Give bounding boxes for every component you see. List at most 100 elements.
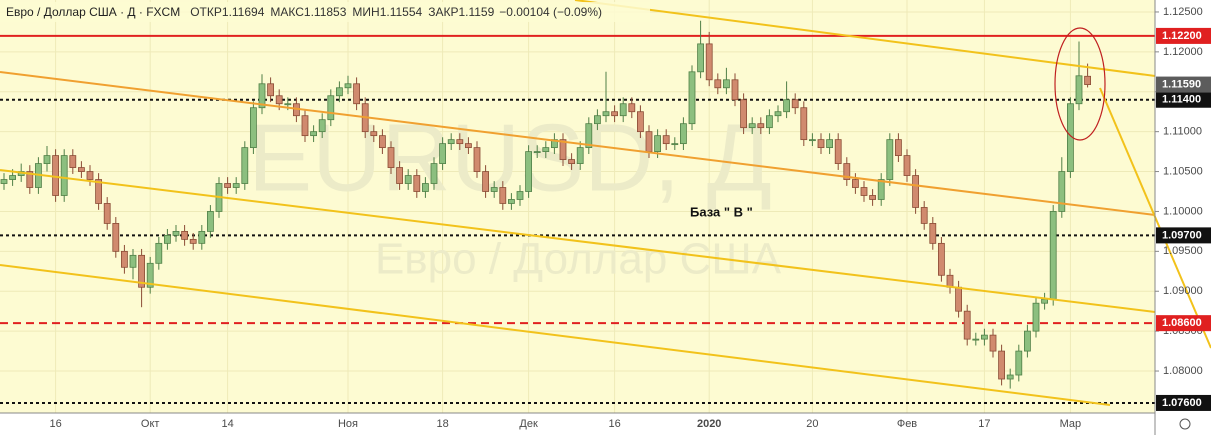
candle-body [181, 230, 189, 240]
candle-body [1015, 350, 1023, 376]
legend-header: Евро / Доллар США · Д · FXCM ОТКР1.11694 М… [0, 2, 650, 22]
grid [0, 0, 1155, 413]
last-price-label: 1.11590 [1162, 78, 1201, 90]
candle-body [456, 139, 464, 145]
candle-body [439, 143, 447, 164]
candle-body [95, 179, 102, 204]
candle-body [869, 195, 876, 200]
candle-body [1084, 75, 1091, 85]
y-tick-label: 1.08000 [1163, 365, 1203, 377]
candle-body [946, 274, 954, 288]
x-tick-label: 18 [436, 418, 448, 430]
candle-body [78, 167, 85, 172]
candle-body [757, 123, 765, 129]
candle-body [430, 163, 438, 184]
x-tick-label: Фев [897, 418, 917, 430]
candle-body [748, 123, 756, 129]
ohlc-name: МАКС [270, 5, 304, 19]
candle-body [0, 179, 8, 184]
annotation: База " В " [690, 204, 753, 219]
y-tick-label: 1.10500 [1163, 165, 1203, 177]
candle-body [26, 171, 34, 188]
candle-body [559, 139, 567, 160]
candle-body [43, 155, 51, 164]
trend-line [0, 71, 1156, 216]
candle-body [637, 111, 644, 133]
settings-icon[interactable] [1179, 418, 1191, 430]
candle-body [301, 115, 309, 137]
legend-background [0, 2, 650, 22]
candle-body [121, 250, 128, 268]
x-tick-label: Ноя [338, 418, 358, 430]
candle-body [258, 83, 266, 109]
watermark: EURUSD, Д [248, 104, 772, 211]
candle-body [1024, 330, 1031, 352]
candle-body [852, 179, 859, 188]
candle-body [507, 199, 515, 204]
candle-body [972, 338, 980, 341]
candle-body [404, 175, 412, 184]
y-tick-label: 1.09000 [1163, 285, 1203, 297]
ohlc-name: МИН [352, 5, 379, 19]
candle-body [249, 107, 257, 149]
candle-body [1032, 302, 1040, 332]
candle-body [370, 131, 378, 137]
candle-body [206, 211, 214, 232]
candle-body [628, 103, 636, 113]
candle-body [69, 155, 77, 168]
candle-body [740, 99, 747, 129]
candle-body [602, 111, 610, 117]
candle-body [731, 79, 739, 101]
level-label: 1.09700 [1162, 229, 1202, 241]
levels [0, 34, 1155, 404]
candle-body [189, 238, 197, 244]
candle-body [516, 191, 524, 200]
candle-body [998, 350, 1005, 380]
candle-body [929, 223, 937, 244]
candle-body [895, 139, 902, 156]
candle-body [594, 115, 601, 125]
candle-body [52, 155, 59, 196]
candle-body [912, 175, 919, 208]
x-tick-label: 16 [49, 418, 61, 430]
candle-body [783, 99, 790, 113]
candle-body [809, 139, 816, 142]
candle-body [920, 207, 928, 224]
candle-body [981, 334, 988, 340]
candle-body [834, 139, 842, 164]
candle-body [766, 115, 773, 129]
candle-body [585, 123, 593, 149]
candle-body [464, 143, 472, 149]
candle-body [860, 187, 868, 196]
axes: 1.080001.085001.090001.095001.100001.105… [49, 6, 1211, 430]
candle-body [1049, 211, 1057, 300]
level-label: 1.08600 [1162, 317, 1202, 329]
ohlc-name: ЗАКР [428, 5, 458, 19]
x-tick-label: 2020 [697, 418, 721, 430]
candle-body [817, 139, 825, 149]
y-tick-label: 1.10000 [1163, 205, 1203, 217]
ohlc-name: ОТКР [190, 5, 222, 19]
trend-line [574, 0, 1156, 77]
candle-body [421, 183, 429, 192]
candle-body [447, 139, 455, 145]
x-tick-label: 14 [221, 418, 233, 430]
candle-body [499, 187, 507, 204]
candle-body [645, 131, 653, 153]
candle-body [490, 187, 498, 192]
candle-body [284, 103, 292, 106]
candle-body [886, 139, 894, 180]
candle-body [671, 143, 679, 146]
candle-body [611, 111, 618, 117]
candle-body [335, 87, 343, 97]
candle-body [1075, 75, 1083, 105]
candle-body [112, 223, 120, 252]
watermark-subtitle: Евро / Доллар США [375, 235, 782, 284]
candle-body [267, 83, 275, 97]
y-tick-label: 1.12000 [1163, 46, 1203, 58]
trend-line [0, 169, 1156, 313]
candle-body [224, 183, 232, 188]
x-tick-label: Дек [519, 418, 538, 430]
x-tick-label: 17 [978, 418, 990, 430]
